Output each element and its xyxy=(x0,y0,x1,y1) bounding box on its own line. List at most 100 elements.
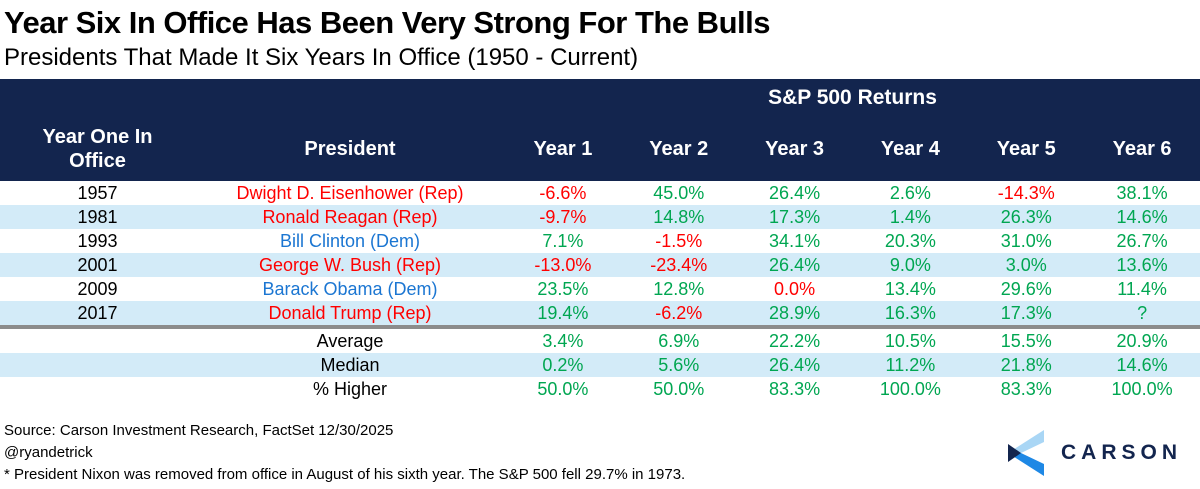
year-1-header: Year 1 xyxy=(505,117,621,181)
year-6-header: Year 6 xyxy=(1084,117,1200,181)
summary-spacer-cell xyxy=(0,377,195,401)
carson-logo: CARSON xyxy=(1004,430,1182,476)
summary-value-cell: 5.6% xyxy=(658,354,700,375)
return-cell: 9.0% xyxy=(889,254,931,275)
summary-spacer-cell xyxy=(0,325,195,353)
return-cell: 45.0% xyxy=(653,182,705,203)
summary-value-cell: 20.9% xyxy=(1084,325,1200,353)
source-text: Source: Carson Investment Research, Fact… xyxy=(4,422,394,439)
summary-body: Average 3.4% 6.9% 22.2% 10.5% 15.5% 20.9% Media… xyxy=(0,325,1200,401)
return-cell: 29.6% xyxy=(1000,278,1052,299)
summary-value-cell: 0.2% xyxy=(542,354,584,375)
president-cell: George W. Bush (Rep) xyxy=(258,254,442,275)
return-cell: 26.7% xyxy=(1116,230,1168,251)
return-cell: 26.3% xyxy=(1000,206,1052,227)
returns-table: S&P 500 Returns Year One In Office Presi… xyxy=(0,79,1200,401)
summary-value-cell: 15.5% xyxy=(968,325,1085,353)
summary-row: % Higher 50.0% 50.0% 83.3% 100.0% 83.3% 100.0% xyxy=(0,377,1200,401)
return-cell: 2.6% xyxy=(889,182,931,203)
summary-value-cell: 10.5% xyxy=(852,325,969,353)
return-cell: -6.6% xyxy=(539,182,587,203)
summary-value-cell: 26.4% xyxy=(769,354,821,375)
return-cell: 7.1% xyxy=(542,230,584,251)
return-cell: 26.4% xyxy=(769,182,821,203)
table-row: 1981 Ronald Reagan (Rep) -9.7% 14.8% 17.3% 1.… xyxy=(0,205,1200,229)
year-one-in-office-header: Year One In Office xyxy=(0,117,195,181)
return-cell: ? xyxy=(1137,302,1148,323)
summary-value-cell: 11.2% xyxy=(885,354,936,375)
year-one-cell: 1957 xyxy=(77,182,118,203)
table-row: 2017 Donald Trump (Rep) 19.4% -6.2% 28.9% 16.… xyxy=(0,301,1200,327)
span-header-row: S&P 500 Returns xyxy=(0,79,1200,117)
return-cell: 20.3% xyxy=(884,230,936,251)
return-cell: 17.3% xyxy=(1000,302,1052,323)
summary-value-cell: 50.0% xyxy=(653,378,705,399)
summary-value-cell: 3.4% xyxy=(505,325,621,353)
carson-logo-icon xyxy=(1007,430,1044,476)
carson-logo-text: CARSON xyxy=(1060,441,1182,464)
footer-text: Source: Carson Investment Research, Fact… xyxy=(4,420,685,486)
return-cell: 13.6% xyxy=(1116,254,1168,275)
return-cell: 13.4% xyxy=(884,278,936,299)
table-row: 2001 George W. Bush (Rep) -13.0% -23.4% 26.4… xyxy=(0,253,1200,277)
summary-value-cell: 83.3% xyxy=(1000,378,1052,399)
year-4-header: Year 4 xyxy=(852,117,969,181)
year-one-cell: 2001 xyxy=(77,254,118,275)
year-one-cell: 2009 xyxy=(77,278,118,299)
page-title: Year Six In Office Has Been Very Strong … xyxy=(4,5,770,40)
table-row: 1957 Dwight D. Eisenhower (Rep) -6.6% 45.0%… xyxy=(0,181,1200,205)
return-cell: 17.3% xyxy=(769,206,821,227)
president-cell: Dwight D. Eisenhower (Rep) xyxy=(236,182,464,203)
summary-value-cell: 21.8% xyxy=(1000,354,1052,375)
return-cell: 1.4% xyxy=(889,206,931,227)
president-cell: Ronald Reagan (Rep) xyxy=(262,206,438,227)
summary-value-cell: 100.0% xyxy=(879,378,941,399)
president-header: President xyxy=(195,117,505,181)
summary-value-cell: 6.9% xyxy=(620,325,737,353)
president-cell: Barack Obama (Dem) xyxy=(262,278,438,299)
return-cell: 34.1% xyxy=(769,230,821,251)
return-cell: 14.8% xyxy=(653,206,705,227)
return-cell: 38.1% xyxy=(1116,182,1168,203)
summary-value-cell: 100.0% xyxy=(1111,378,1173,399)
page-subtitle: Presidents That Made It Six Years In Off… xyxy=(4,44,639,71)
president-cell: Bill Clinton (Dem) xyxy=(279,230,421,251)
author-handle: @ryandetrick xyxy=(4,444,93,461)
return-cell: 11.4% xyxy=(1117,278,1167,299)
return-cell: 23.5% xyxy=(537,278,589,299)
summary-spacer-cell xyxy=(0,353,195,377)
president-cell: Donald Trump (Rep) xyxy=(268,302,432,323)
return-cell: -23.4% xyxy=(650,254,708,275)
nixon-footnote: * President Nixon was removed from offic… xyxy=(4,466,686,483)
summary-label-cell: Median xyxy=(320,354,380,375)
summary-row: Median 0.2% 5.6% 26.4% 11.2% 21.8% 14.6% xyxy=(0,353,1200,377)
summary-value-cell: 83.3% xyxy=(769,378,821,399)
year-one-cell: 1981 xyxy=(77,206,118,227)
return-cell: -14.3% xyxy=(997,182,1055,203)
presidents-body: 1957 Dwight D. Eisenhower (Rep) -6.6% 45.0%… xyxy=(0,181,1200,327)
return-cell: 26.4% xyxy=(769,254,821,275)
table-header: S&P 500 Returns Year One In Office Presi… xyxy=(0,79,1200,181)
summary-value-cell: 22.2% xyxy=(736,325,853,353)
return-cell: 19.4% xyxy=(537,302,589,323)
sp500-returns-header: S&P 500 Returns xyxy=(505,79,1200,117)
return-cell: -9.7% xyxy=(539,206,587,227)
return-cell: 12.8% xyxy=(653,278,705,299)
year-one-cell: 2017 xyxy=(77,302,118,323)
return-cell: 0.0% xyxy=(774,278,816,299)
footer: Source: Carson Investment Research, Fact… xyxy=(0,401,1200,486)
return-cell: 31.0% xyxy=(1000,230,1052,251)
summary-row: Average 3.4% 6.9% 22.2% 10.5% 15.5% 20.9% xyxy=(0,325,1200,353)
summary-value-cell: 14.6% xyxy=(1116,354,1168,375)
table-row: 1993 Bill Clinton (Dem) 7.1% -1.5% 34.1% 20.3… xyxy=(0,229,1200,253)
return-cell: -13.0% xyxy=(534,254,592,275)
return-cell: 3.0% xyxy=(1005,254,1047,275)
column-header-row: Year One In Office President Year 1 Year… xyxy=(0,117,1200,181)
return-cell: 28.9% xyxy=(769,302,821,323)
return-cell: -1.5% xyxy=(655,230,703,251)
summary-label-cell: % Higher xyxy=(312,378,388,399)
span-header-spacer xyxy=(0,79,505,117)
year-3-header: Year 3 xyxy=(736,117,853,181)
year-2-header: Year 2 xyxy=(620,117,737,181)
year-5-header: Year 5 xyxy=(968,117,1085,181)
